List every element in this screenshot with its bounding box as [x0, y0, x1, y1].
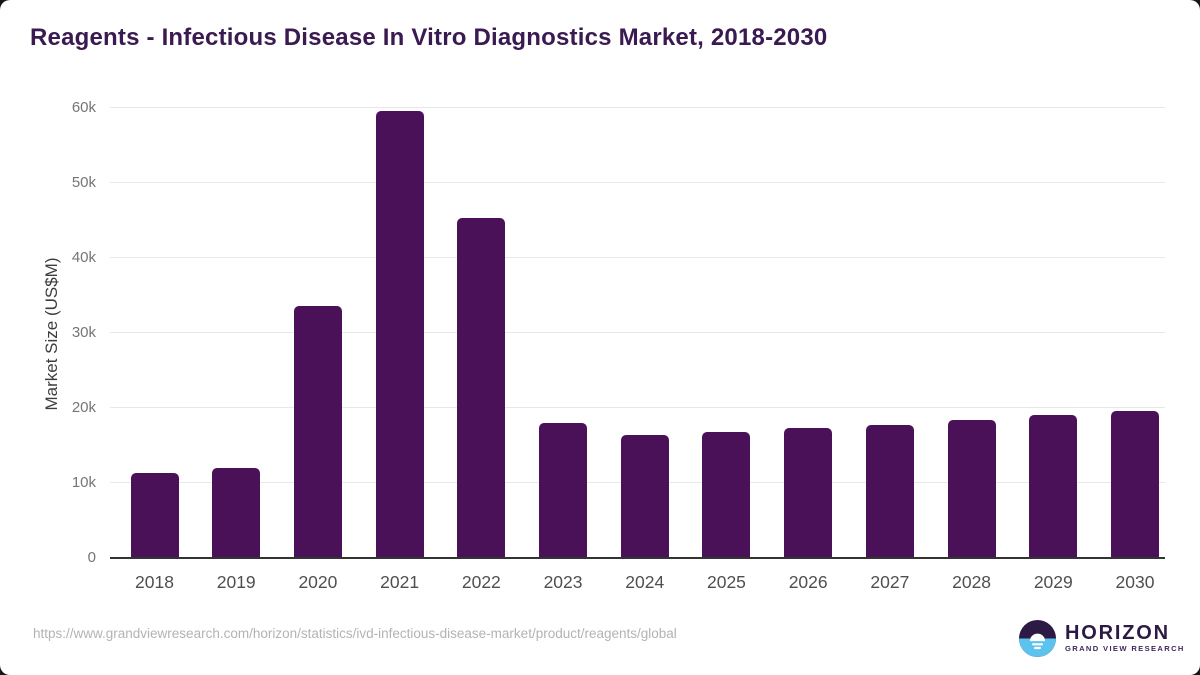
gridline-30k	[110, 332, 1165, 333]
y-tick-label-40k: 40k	[71, 248, 96, 266]
source-url: https://www.grandviewresearch.com/horizo…	[33, 626, 677, 641]
bar-2018	[130, 472, 179, 558]
y-tick-label-30k: 30k	[71, 323, 96, 341]
horizon-logo-text: HORIZON GRAND VIEW RESEARCH	[1065, 623, 1185, 654]
horizon-logo: HORIZON GRAND VIEW RESEARCH	[1019, 620, 1185, 657]
bar-2029	[1029, 415, 1078, 558]
x-tick-label-2027: 2027	[870, 571, 910, 592]
x-tick-label-2023: 2023	[543, 571, 583, 592]
x-tick-label-2021: 2021	[380, 571, 420, 592]
bar-2023	[539, 422, 588, 558]
x-tick-label-2029: 2029	[1033, 571, 1073, 592]
bar-2025	[702, 431, 751, 558]
bar-2028	[947, 419, 996, 558]
x-tick-label-2025: 2025	[706, 571, 746, 592]
x-tick-label-2019: 2019	[216, 571, 256, 592]
x-axis-line	[110, 556, 1165, 559]
bar-2021	[375, 111, 424, 558]
x-tick-label-2030: 2030	[1115, 571, 1155, 592]
gridline-50k	[110, 182, 1165, 183]
y-tick-label-0: 0	[87, 548, 96, 566]
bar-2020	[293, 305, 342, 558]
x-tick-label-2022: 2022	[461, 571, 501, 592]
chart-title: Reagents - Infectious Disease In Vitro D…	[30, 24, 828, 51]
gridline-60k	[110, 107, 1165, 108]
bar-2026	[784, 427, 833, 558]
y-tick-label-60k: 60k	[71, 98, 96, 116]
bar-2027	[865, 424, 914, 558]
gridline-20k	[110, 407, 1165, 408]
bar-2019	[212, 468, 261, 558]
horizon-logo-name: HORIZON	[1065, 622, 1170, 644]
x-tick-label-2026: 2026	[788, 571, 828, 592]
bar-2030	[1111, 411, 1159, 558]
y-tick-label-50k: 50k	[71, 173, 96, 191]
x-tick-label-2018: 2018	[135, 571, 174, 592]
y-tick-label-20k: 20k	[71, 398, 96, 416]
y-tick-label-10k: 10k	[71, 473, 96, 491]
x-tick-label-2024: 2024	[625, 571, 665, 592]
bar-2022	[457, 217, 506, 558]
x-tick-label-2020: 2020	[298, 571, 338, 592]
horizon-logo-icon	[1019, 620, 1056, 657]
bar-2024	[620, 434, 669, 558]
x-tick-label-2028: 2028	[952, 571, 992, 592]
horizon-logo-subtitle: GRAND VIEW RESEARCH	[1065, 644, 1185, 653]
gridline-40k	[110, 257, 1165, 258]
